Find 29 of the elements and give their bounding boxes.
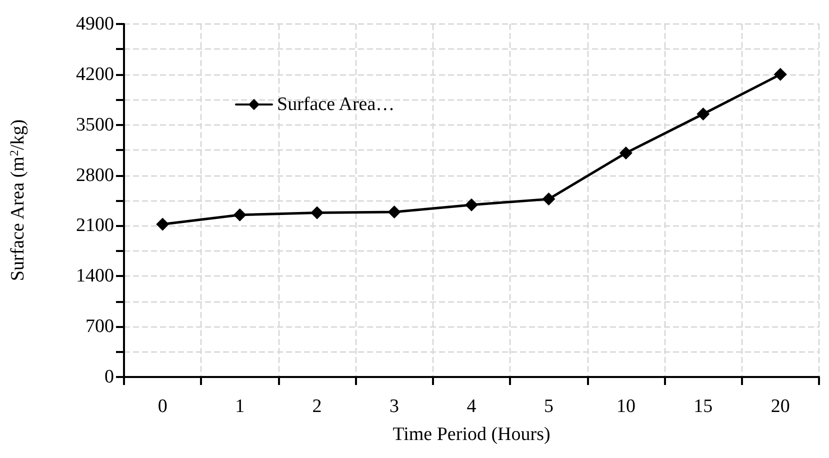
y-tick-label: 700 bbox=[86, 316, 114, 338]
y-tick-label: 4200 bbox=[76, 64, 114, 85]
point bbox=[774, 68, 787, 81]
x-tick-label: 0 bbox=[158, 396, 168, 417]
x-tick-label: 4 bbox=[466, 396, 477, 417]
point bbox=[388, 206, 401, 219]
y-tick-label: 0 bbox=[104, 366, 114, 388]
y-tick-label: 3500 bbox=[76, 114, 114, 136]
point bbox=[696, 108, 710, 121]
x-tick-label: 5 bbox=[544, 396, 554, 417]
point bbox=[619, 146, 632, 160]
y-tick-label: 4900 bbox=[76, 14, 114, 34]
y-tick-label: 2100 bbox=[76, 215, 114, 236]
point bbox=[310, 206, 324, 220]
x-tick-label: 15 bbox=[694, 396, 713, 417]
x-tick-label: 1 bbox=[235, 396, 245, 417]
y-axis-title: Surface Area (m2/kg) bbox=[7, 119, 28, 282]
x-tick-label: 10 bbox=[616, 396, 636, 417]
point bbox=[465, 198, 478, 212]
x-axis-title: Time Period (Hours) bbox=[392, 424, 550, 445]
y-tick-label: 1400 bbox=[76, 266, 114, 287]
point bbox=[156, 218, 170, 231]
x-tick-label: 3 bbox=[390, 396, 400, 417]
y-tick-label: 2800 bbox=[76, 164, 114, 186]
legend-label: Surface Area… bbox=[277, 94, 395, 115]
point bbox=[542, 192, 556, 206]
x-tick-label: 2 bbox=[312, 396, 322, 417]
x-tick-label: 20 bbox=[770, 396, 790, 417]
point bbox=[233, 208, 246, 222]
